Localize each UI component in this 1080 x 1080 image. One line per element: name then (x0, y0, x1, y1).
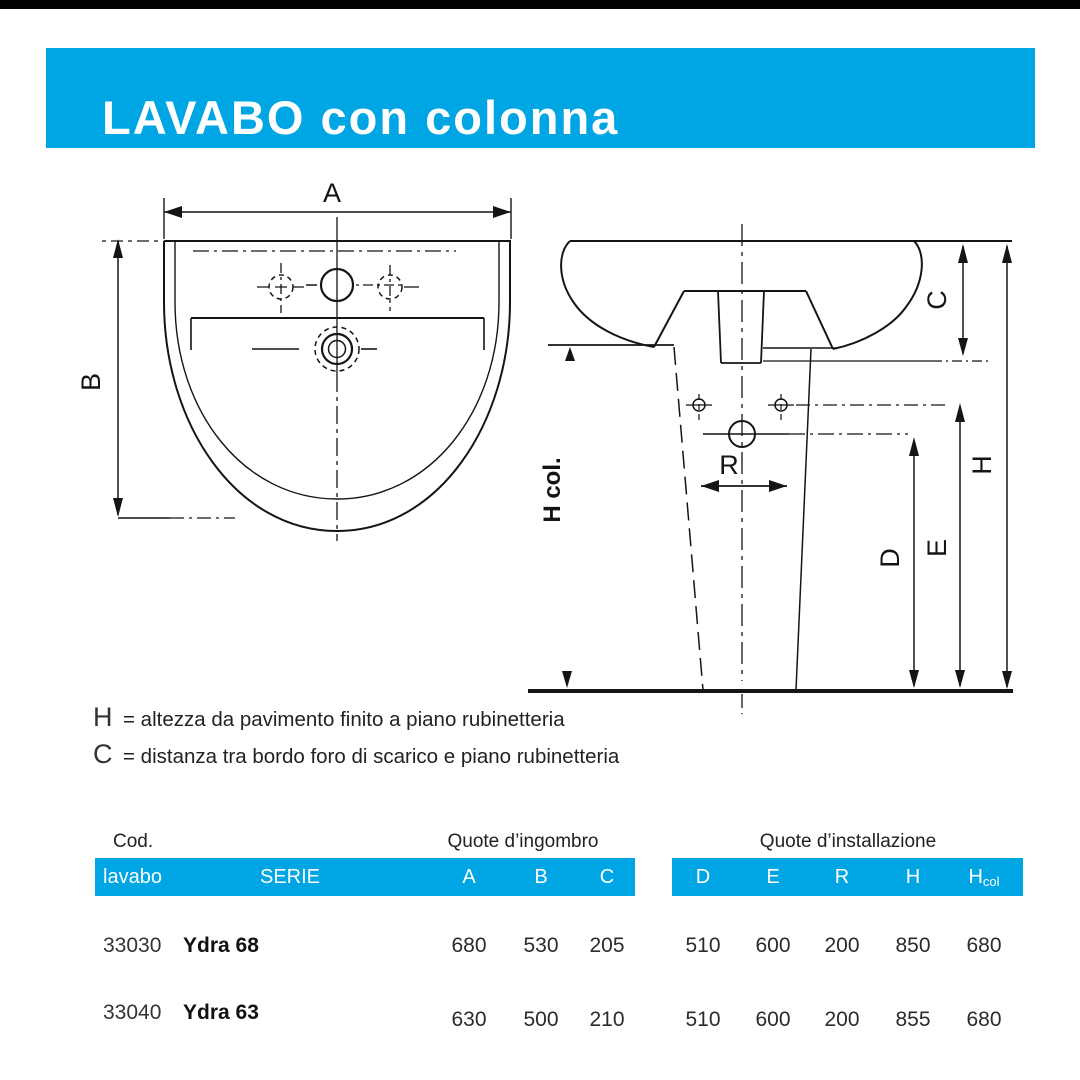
dim-label-hcol: H col. (539, 457, 566, 522)
table-header-bar-left (95, 858, 635, 896)
basin-inner-rim (174, 241, 500, 500)
bowl-left-profile (560, 240, 655, 348)
drain-channel (717, 290, 722, 364)
table-cell: 205 (589, 934, 625, 957)
arrowhead (958, 244, 968, 263)
table-cell: 630 (451, 1008, 487, 1031)
arrowhead (1002, 671, 1012, 689)
dim-label-c: C (922, 290, 952, 310)
legend-line-h: H = altezza da pavimento finito a piano … (93, 702, 619, 739)
col-header-d: D (695, 866, 711, 888)
table-row-serie: Ydra 68 (183, 934, 259, 957)
table-cell: 600 (755, 1008, 791, 1031)
table-cell: 530 (523, 934, 559, 957)
legend: H = altezza da pavimento finito a piano … (93, 702, 619, 776)
top-black-bar (0, 0, 1080, 9)
table-row-serie: Ydra 63 (183, 1001, 259, 1024)
dim-label-a: A (323, 178, 341, 208)
table-group-header-cod: Cod. (113, 831, 154, 852)
title-banner: LAVABO con colonna (46, 48, 1035, 148)
arrowhead (565, 347, 575, 361)
table-cell: 510 (685, 934, 721, 957)
faucet-hole-center (319, 267, 355, 303)
dim-label-b: B (76, 373, 106, 391)
table-row-code: 33040 (103, 1001, 162, 1024)
col-header-b: B (534, 866, 548, 888)
pedestal-left-edge (673, 346, 704, 691)
drain-hole (320, 332, 354, 366)
table-cell: 680 (451, 934, 487, 957)
table-cell: 850 (895, 934, 931, 957)
arrowhead (113, 498, 123, 517)
arrowhead (164, 206, 182, 218)
table-cell: 680 (966, 934, 1002, 957)
dim-label-h: H (967, 455, 997, 475)
technical-drawing: A B C D E H R H col. (76, 178, 1013, 714)
table-cell: 200 (824, 1008, 860, 1031)
bowl-right-profile (832, 240, 923, 350)
pedestal-right-edge (795, 348, 812, 691)
col-header-serie: SERIE (259, 866, 321, 888)
table-cell: 855 (895, 1008, 931, 1031)
arrowhead (955, 403, 965, 422)
col-header-e: E (766, 866, 780, 888)
col-header-r: R (834, 866, 850, 888)
hcol-sub: col (982, 874, 1000, 889)
arrowhead (909, 437, 919, 456)
arrowhead (958, 338, 968, 356)
arrowhead (955, 670, 965, 688)
col-header-a: A (462, 866, 476, 888)
dim-label-r: R (719, 450, 739, 480)
drain-hole-outer (314, 326, 360, 372)
page-title: LAVABO con colonna (102, 91, 620, 144)
table-cell: 210 (589, 1008, 625, 1031)
basin-outer-outline (163, 241, 511, 533)
table-cell: 200 (824, 934, 860, 957)
arrowhead (113, 239, 123, 258)
legend-text-c: = distanza tra bordo foro di scarico e p… (123, 745, 620, 768)
hcol-main: H (968, 866, 983, 888)
arrowhead (1002, 244, 1012, 263)
arrowhead (909, 670, 919, 688)
arrowhead (562, 671, 572, 688)
legend-text-h: = altezza da pavimento finito a piano ru… (123, 708, 565, 731)
table-cell: 600 (755, 934, 791, 957)
table-row-code: 33030 (103, 934, 162, 957)
legend-key-h: H (93, 702, 113, 732)
table-header-bar-right (672, 858, 1023, 896)
legend-key-c: C (93, 739, 113, 769)
table-group-header-ingombro: Quote d’ingombro (447, 831, 599, 852)
arrowhead (769, 480, 787, 492)
table-cell: 680 (966, 1008, 1002, 1031)
arrowhead (701, 480, 719, 492)
arrowhead (493, 206, 511, 218)
col-header-hcol: Hcol (944, 866, 1024, 889)
legend-line-c: C = distanza tra bordo foro di scarico e… (93, 739, 619, 776)
table-cell: 510 (685, 1008, 721, 1031)
table-cell: 500 (523, 1008, 559, 1031)
dim-label-d: D (875, 548, 905, 568)
col-header-lavabo: lavabo (103, 866, 162, 888)
col-header-h: H (905, 866, 921, 888)
table-group-header-installazione: Quote d’installazione (759, 831, 937, 852)
dim-label-e: E (922, 539, 952, 557)
col-header-c: C (599, 866, 615, 888)
